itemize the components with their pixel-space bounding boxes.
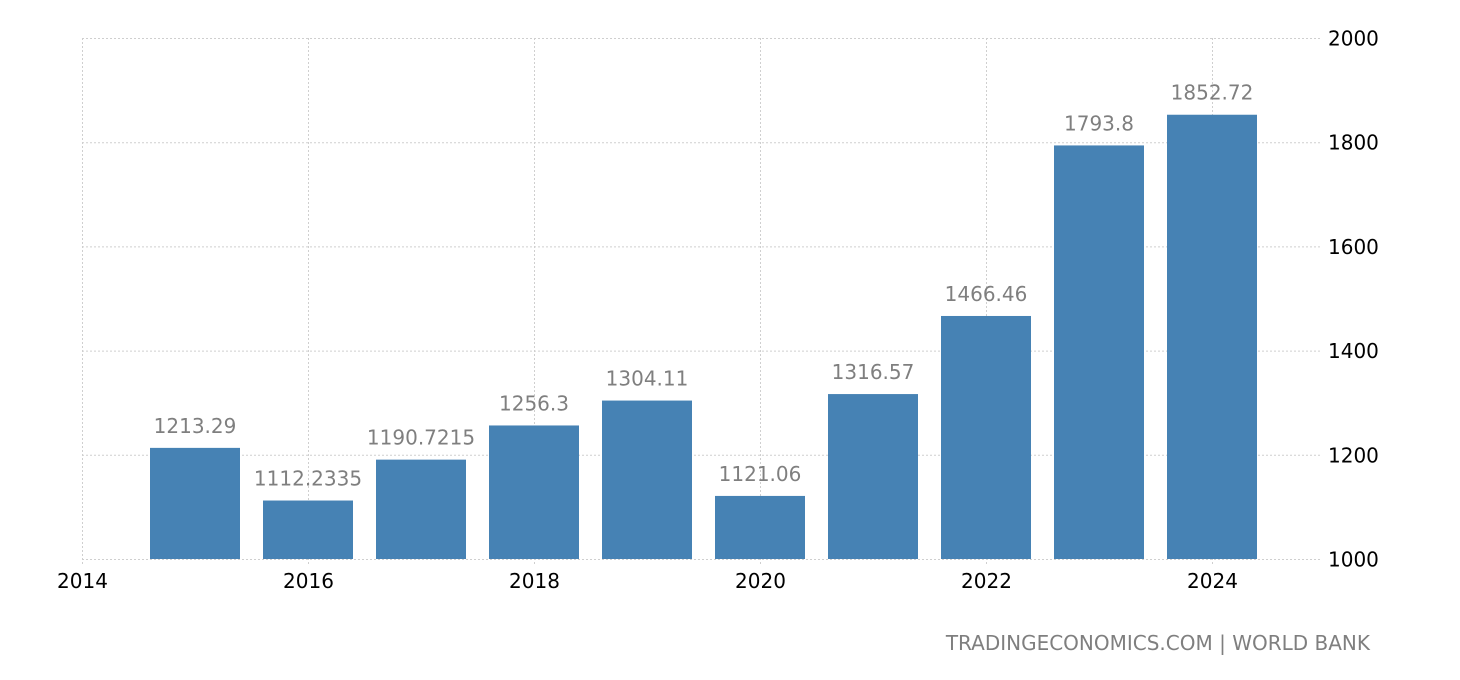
y-tick-label: 1200 <box>1328 443 1379 467</box>
y-tick-label: 1600 <box>1328 235 1379 259</box>
x-tick-label: 2016 <box>283 569 334 593</box>
value-label-2021: 1316.57 <box>832 360 915 384</box>
value-label-2020: 1121.06 <box>719 462 802 486</box>
bar-2016 <box>263 500 353 559</box>
x-tick-label: 2022 <box>961 569 1012 593</box>
y-tick-label: 1800 <box>1328 131 1379 155</box>
y-tick-label: 2000 <box>1328 27 1379 51</box>
bar-2021 <box>828 394 918 559</box>
x-tick-label: 2014 <box>57 569 108 593</box>
x-tick-label: 2020 <box>735 569 786 593</box>
bar-2015 <box>150 447 240 559</box>
value-label-2017: 1190.7215 <box>367 426 475 450</box>
x-tick-label: 2024 <box>1187 569 1238 593</box>
value-label-2019: 1304.11 <box>606 367 689 391</box>
x-tick-label: 2018 <box>509 569 560 593</box>
y-axis: 1000 1200 1400 1600 1800 2000 <box>1328 27 1379 572</box>
bar-2018 <box>489 425 579 559</box>
bar-2024 <box>1167 114 1257 559</box>
value-label-2016: 1112.2335 <box>254 467 362 491</box>
value-label-2024: 1852.72 <box>1171 81 1254 105</box>
value-label-2015: 1213.29 <box>154 414 237 438</box>
bar-2023 <box>1054 145 1144 559</box>
value-label-2023: 1793.8 <box>1064 111 1134 135</box>
bar-2022 <box>941 315 1031 559</box>
value-label-2022: 1466.46 <box>945 282 1028 306</box>
y-tick-label: 1000 <box>1328 548 1379 572</box>
value-label-2018: 1256.3 <box>499 391 569 415</box>
source-credit: TRADINGECONOMICS.COM | WORLD BANK <box>945 631 1371 655</box>
x-axis: 2014 2016 2018 2020 2022 2024 <box>57 569 1238 593</box>
bars <box>150 114 1257 559</box>
y-tick-label: 1400 <box>1328 339 1379 363</box>
bar-2017 <box>376 459 466 559</box>
bar-2020 <box>715 495 805 559</box>
bar-2019 <box>602 400 692 559</box>
